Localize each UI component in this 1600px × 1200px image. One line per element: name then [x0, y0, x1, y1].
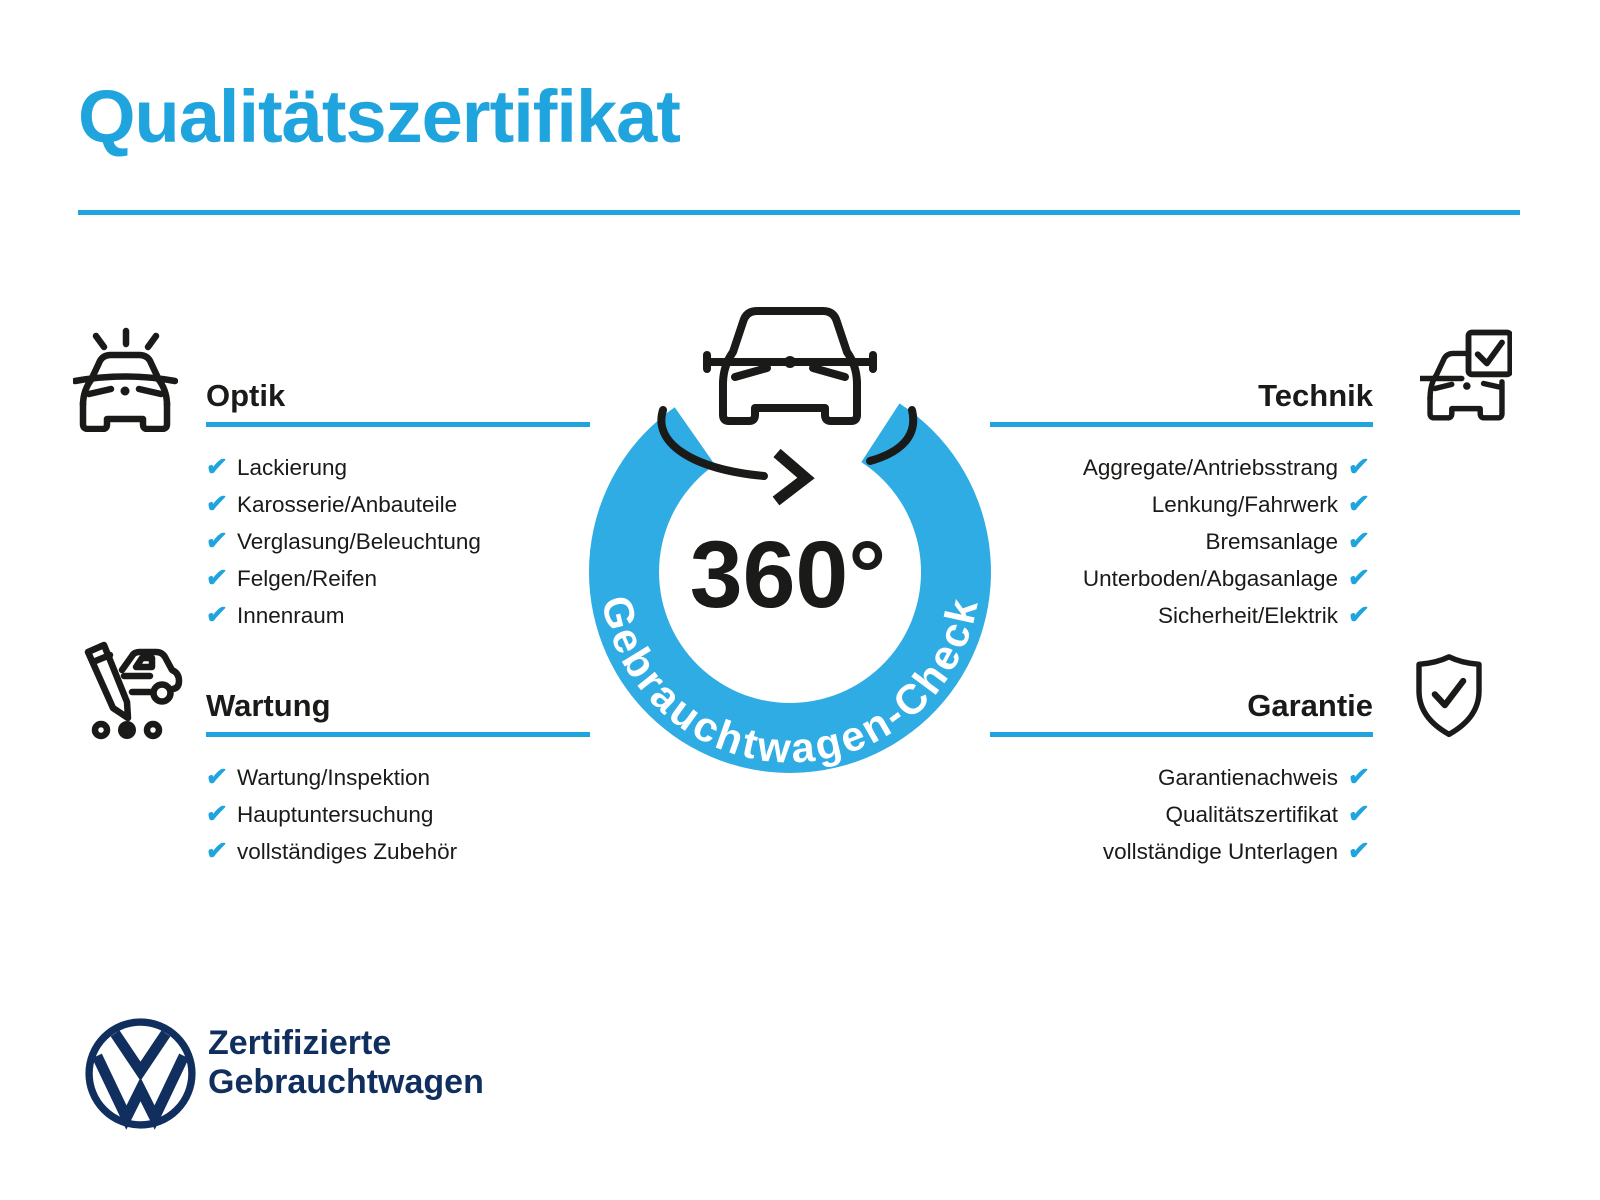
check-item-label: Felgen/Reifen — [236, 565, 378, 591]
car-rotation-icon — [657, 307, 918, 506]
check-item: ✔ vollständige Unterlagen — [990, 833, 1371, 870]
check-item: ✔ Felgen/Reifen — [204, 560, 590, 597]
garantie-underline — [990, 732, 1373, 737]
check-item: ✔ Unterboden/Abgasanlage — [990, 560, 1371, 597]
degrees-label: 360° — [690, 522, 887, 628]
optik-checklist: ✔ Lackierung ✔ Karosserie/Anbauteile ✔ Vergla… — [204, 449, 590, 634]
check-item-label: Qualitätszertifikat — [1165, 801, 1339, 827]
check-item-label: vollständige Unterlagen — [1102, 838, 1339, 864]
check-icon: ✔ — [1346, 601, 1371, 629]
check-item: ✔ Wartung/Inspektion — [204, 759, 590, 796]
optik-underline — [206, 422, 590, 427]
check-item: ✔ Sicherheit/Elektrik — [990, 597, 1371, 634]
check-item: ✔ Lenkung/Fahrwerk — [990, 486, 1371, 523]
check-item: ✔ Qualitätszertifikat — [990, 796, 1371, 833]
check-icon: ✔ — [1346, 453, 1371, 481]
check-item: ✔ Verglasung/Beleuchtung — [204, 523, 590, 560]
check-item-label: vollständiges Zubehör — [236, 838, 458, 864]
car-shine-icon — [73, 327, 178, 432]
check-item: ✔ Aggregate/Antriebsstrang — [990, 449, 1371, 486]
check-item: ✔ Karosserie/Anbauteile — [204, 486, 590, 523]
check-item-label: Garantienachweis — [1157, 764, 1339, 790]
check-item-label: Unterboden/Abgasanlage — [1082, 565, 1339, 591]
check-item: ✔ Hauptuntersuchung — [204, 796, 590, 833]
check-icon: ✔ — [204, 564, 229, 592]
technik-underline — [990, 422, 1373, 427]
section-heading-optik: Optik — [206, 378, 286, 413]
check-icon: ✔ — [204, 800, 229, 828]
vw-logo — [85, 1018, 196, 1130]
wartung-checklist: ✔ Wartung/Inspektion ✔ Hauptuntersuchung ✔ vo… — [204, 759, 590, 870]
check-icon: ✔ — [1346, 763, 1371, 791]
check-item-label: Bremsanlage — [1205, 528, 1339, 554]
check-item-label: Sicherheit/Elektrik — [1157, 602, 1339, 628]
check-item-label: Hauptuntersuchung — [236, 801, 434, 827]
check-icon: ✔ — [204, 453, 229, 481]
check-item: ✔ Bremsanlage — [990, 523, 1371, 560]
brand-claim: Zertifizierte Gebrauchtwagen — [208, 1024, 484, 1102]
check-icon: ✔ — [204, 527, 229, 555]
page-title: Qualitätszertifikat — [78, 75, 681, 158]
check-item-label: Wartung/Inspektion — [236, 764, 430, 790]
section-heading-garantie: Garantie — [1247, 688, 1373, 723]
check-item-label: Aggregate/Antriebsstrang — [1082, 454, 1339, 480]
check-icon: ✔ — [204, 837, 229, 865]
technik-checklist: ✔ Aggregate/Antriebsstrang ✔ Lenkung/Fahrwe… — [990, 449, 1371, 634]
section-heading-technik: Technik — [1258, 378, 1373, 413]
check-item-label: Lenkung/Fahrwerk — [1151, 491, 1339, 517]
check-icon: ✔ — [1346, 490, 1371, 518]
check-item-label: Karosserie/Anbauteile — [236, 491, 458, 517]
ring-arc — [588, 403, 991, 773]
check-icon: ✔ — [1346, 800, 1371, 828]
brand-claim-line1: Zertifizierte — [208, 1024, 392, 1062]
shield-check-icon — [1416, 654, 1482, 738]
brand-claim-line2: Gebrauchtwagen — [208, 1063, 484, 1101]
wartung-underline — [206, 732, 590, 737]
check-icon: ✔ — [1346, 564, 1371, 592]
check-item: ✔ vollständiges Zubehör — [204, 833, 590, 870]
check-item-label: Lackierung — [236, 454, 348, 480]
check-item-label: Innenraum — [236, 602, 345, 628]
check-item: ✔ Lackierung — [204, 449, 590, 486]
garantie-checklist: ✔ Garantienachweis ✔ Qualitätszertifikat ✔ vo… — [990, 759, 1371, 870]
check-icon: ✔ — [204, 601, 229, 629]
check-icon: ✔ — [204, 763, 229, 791]
check-icon: ✔ — [1346, 837, 1371, 865]
check-icon: ✔ — [204, 490, 229, 518]
check-icon: ✔ — [1346, 527, 1371, 555]
check-item: ✔ Innenraum — [204, 597, 590, 634]
section-heading-wartung: Wartung — [206, 688, 331, 723]
service-pencil-car-icon — [84, 641, 183, 740]
car-checkbox-icon — [1420, 329, 1512, 421]
check-item: ✔ Garantienachweis — [990, 759, 1371, 796]
title-divider — [78, 210, 1520, 215]
360-check-badge: Gebrauchtwagen-Check 360° — [588, 307, 991, 773]
check-item-label: Verglasung/Beleuchtung — [236, 528, 481, 554]
